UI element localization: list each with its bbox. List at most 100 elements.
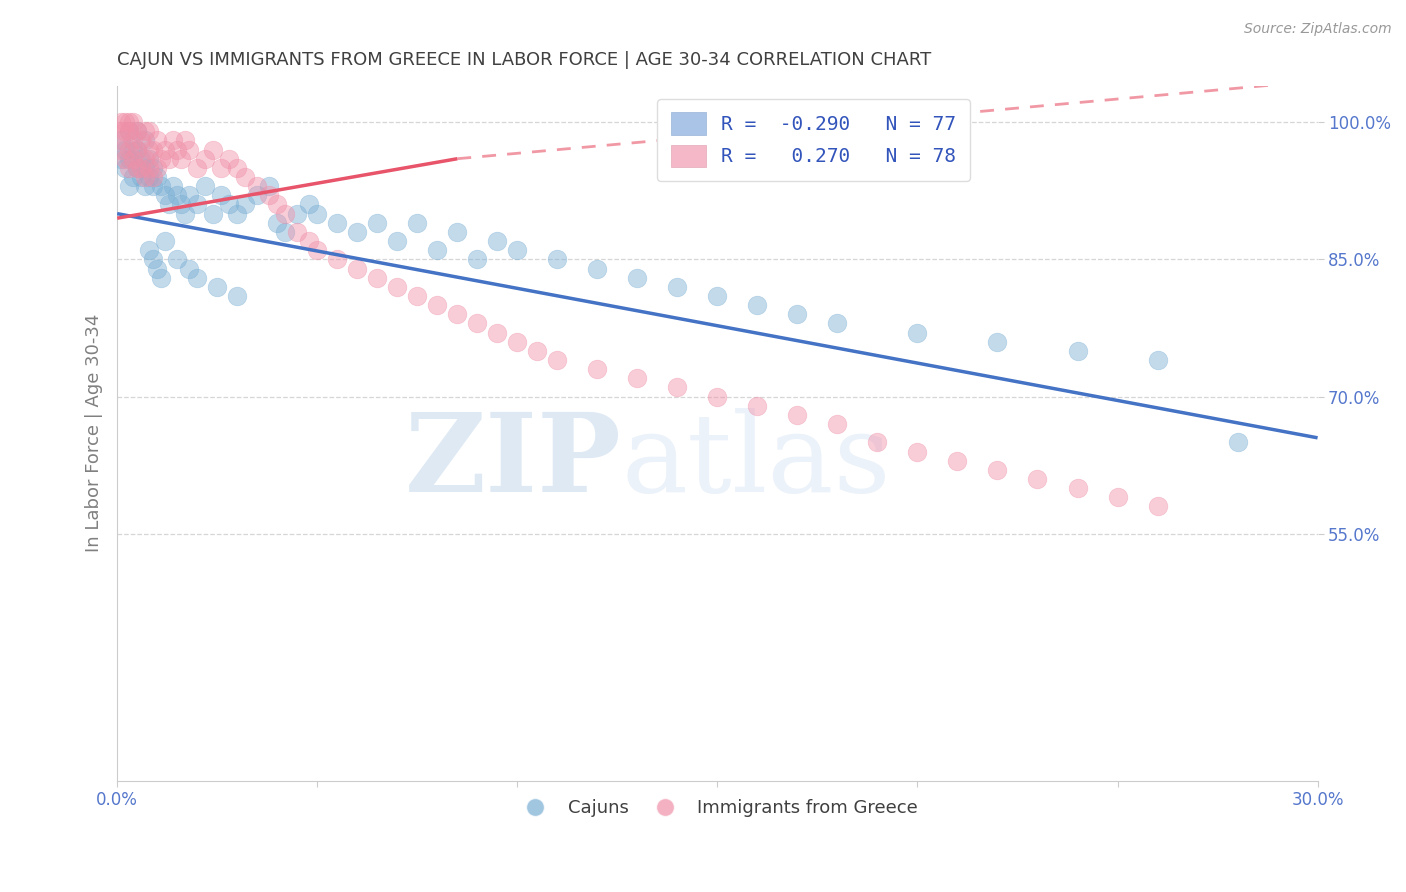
Point xyxy=(298,197,321,211)
Point xyxy=(170,152,193,166)
Point xyxy=(186,197,208,211)
Point xyxy=(110,133,132,147)
Point xyxy=(586,261,609,276)
Text: CAJUN VS IMMIGRANTS FROM GREECE IN LABOR FORCE | AGE 30-34 CORRELATION CHART: CAJUN VS IMMIGRANTS FROM GREECE IN LABOR… xyxy=(117,51,931,69)
Point xyxy=(233,197,256,211)
Point xyxy=(134,152,156,166)
Point xyxy=(127,161,149,175)
Point xyxy=(134,161,156,175)
Point xyxy=(142,252,165,267)
Point xyxy=(465,252,488,267)
Point xyxy=(134,179,156,194)
Point xyxy=(127,124,149,138)
Point xyxy=(387,234,409,248)
Point xyxy=(226,161,249,175)
Point xyxy=(157,152,180,166)
Point xyxy=(233,169,256,184)
Point xyxy=(142,169,165,184)
Point xyxy=(907,444,929,458)
Point xyxy=(150,152,173,166)
Point xyxy=(218,197,240,211)
Point xyxy=(194,152,217,166)
Point xyxy=(1066,481,1088,495)
Point xyxy=(110,124,132,138)
Point xyxy=(257,188,280,202)
Point xyxy=(138,152,160,166)
Point xyxy=(786,408,808,422)
Point xyxy=(179,261,201,276)
Point xyxy=(426,298,449,312)
Point xyxy=(546,353,568,368)
Point xyxy=(626,270,648,285)
Point xyxy=(274,206,297,220)
Point xyxy=(129,161,152,175)
Point xyxy=(465,317,488,331)
Point xyxy=(118,161,141,175)
Point xyxy=(546,252,568,267)
Point xyxy=(166,143,188,157)
Point xyxy=(114,143,136,157)
Point xyxy=(1146,353,1168,368)
Point xyxy=(366,216,388,230)
Point xyxy=(406,289,429,303)
Point xyxy=(146,261,169,276)
Point xyxy=(186,161,208,175)
Text: atlas: atlas xyxy=(621,408,891,515)
Point xyxy=(205,280,228,294)
Point xyxy=(226,206,249,220)
Point xyxy=(153,143,176,157)
Point xyxy=(202,206,225,220)
Point xyxy=(406,216,429,230)
Point xyxy=(118,179,141,194)
Point xyxy=(346,261,368,276)
Text: ZIP: ZIP xyxy=(405,408,621,515)
Point xyxy=(486,326,509,340)
Point xyxy=(209,188,232,202)
Point xyxy=(114,115,136,129)
Point xyxy=(127,161,149,175)
Point xyxy=(426,244,449,258)
Point xyxy=(194,179,217,194)
Point xyxy=(110,143,132,157)
Point xyxy=(153,234,176,248)
Y-axis label: In Labor Force | Age 30-34: In Labor Force | Age 30-34 xyxy=(86,314,103,552)
Point xyxy=(626,371,648,385)
Point xyxy=(1066,343,1088,358)
Point xyxy=(266,197,288,211)
Point xyxy=(174,133,197,147)
Point xyxy=(986,463,1008,477)
Point xyxy=(110,115,132,129)
Point xyxy=(138,143,160,157)
Point xyxy=(326,252,349,267)
Point xyxy=(706,390,728,404)
Point xyxy=(146,133,169,147)
Point xyxy=(827,317,849,331)
Point xyxy=(387,280,409,294)
Point xyxy=(706,289,728,303)
Point xyxy=(1107,491,1129,505)
Point xyxy=(118,143,141,157)
Point xyxy=(118,115,141,129)
Point xyxy=(166,252,188,267)
Point xyxy=(266,216,288,230)
Point xyxy=(506,334,529,349)
Point xyxy=(150,179,173,194)
Point xyxy=(110,133,132,147)
Point xyxy=(179,188,201,202)
Point xyxy=(1026,472,1049,486)
Point xyxy=(142,179,165,194)
Point xyxy=(153,188,176,202)
Point xyxy=(138,161,160,175)
Point xyxy=(666,380,689,394)
Point xyxy=(1226,435,1249,450)
Point xyxy=(274,225,297,239)
Point xyxy=(747,399,769,413)
Point xyxy=(134,133,156,147)
Point xyxy=(150,270,173,285)
Point xyxy=(146,161,169,175)
Point xyxy=(134,169,156,184)
Point xyxy=(986,334,1008,349)
Point xyxy=(907,326,929,340)
Point xyxy=(162,133,184,147)
Point xyxy=(209,161,232,175)
